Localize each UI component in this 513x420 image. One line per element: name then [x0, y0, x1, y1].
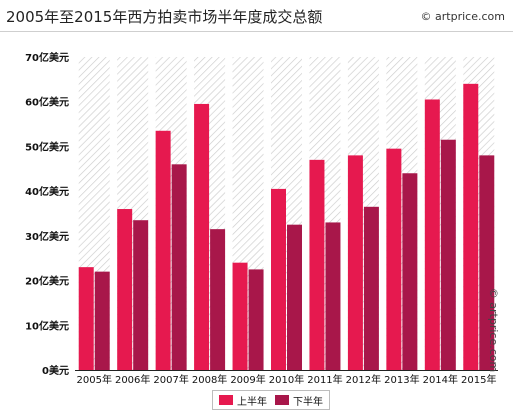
bar [271, 188, 286, 370]
bar [402, 173, 418, 370]
legend-label-h2: 下半年 [293, 396, 323, 408]
y-tick-label: 10亿美元 [25, 319, 69, 332]
x-tick-label: 2009年 [230, 373, 265, 386]
bar [194, 103, 210, 370]
y-tick-label: 70亿美元 [25, 51, 69, 64]
bar [155, 130, 171, 370]
bar [94, 271, 110, 370]
x-tick-label: 2007年 [153, 373, 188, 386]
bar [133, 220, 149, 370]
bar [479, 155, 495, 370]
chart-title: 2005年至2015年西方拍卖市场半年度成交总额 [6, 8, 323, 26]
bar [78, 267, 94, 370]
legend-item-h2: 下半年 [275, 393, 323, 408]
x-tick-label: 2015年 [461, 373, 496, 386]
legend-swatch-h1 [219, 395, 233, 405]
bar [309, 159, 325, 370]
x-tick-label: 2008年 [192, 373, 227, 386]
bar [325, 222, 341, 370]
bar [347, 155, 363, 370]
x-tick-label: 2010年 [269, 373, 304, 386]
bar [424, 99, 440, 370]
bar [248, 269, 264, 370]
bar [232, 262, 248, 370]
x-tick-label: 2013年 [384, 373, 419, 386]
header-divider [0, 31, 513, 32]
bar [363, 206, 379, 370]
bar [287, 224, 302, 370]
watermark-text: © artprice.com [487, 288, 500, 372]
credit-text: © artprice.com [420, 10, 505, 23]
x-tick-label: 2012年 [346, 373, 381, 386]
legend-item-h1: 上半年 [219, 393, 267, 408]
y-tick-label: 30亿美元 [25, 230, 69, 243]
y-tick-label: 0美元 [42, 364, 69, 377]
legend-swatch-h2 [275, 395, 289, 405]
x-tick-label: 2011年 [307, 373, 342, 386]
bar [210, 229, 226, 370]
y-tick-label: 20亿美元 [25, 275, 69, 288]
y-tick-label: 60亿美元 [25, 96, 69, 109]
x-tick-label: 2006年 [115, 373, 150, 386]
y-tick-label: 50亿美元 [25, 140, 69, 153]
bar [386, 148, 402, 370]
y-tick-label: 40亿美元 [25, 185, 69, 198]
bar [117, 209, 133, 370]
legend-label-h1: 上半年 [237, 396, 267, 408]
x-tick-label: 2014年 [423, 373, 458, 386]
bar [440, 139, 456, 370]
bar [171, 164, 187, 370]
bar [463, 83, 479, 370]
x-tick-label: 2005年 [77, 373, 112, 386]
legend: 上半年 下半年 [212, 390, 330, 410]
